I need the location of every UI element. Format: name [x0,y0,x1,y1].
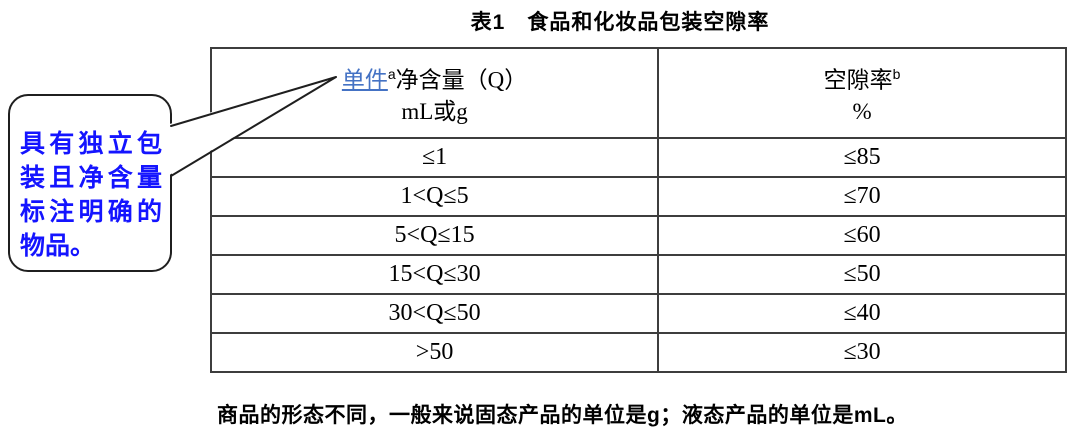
header-net-content-unit: mL或g [401,99,468,125]
table-cell: 30<Q≤50 [209,293,660,334]
table-cell: ≤60 [657,215,1067,256]
table-cell: ≤70 [657,176,1067,217]
table-cell: ≤30 [657,332,1067,373]
header-net-content: 单件a净含量（Q） mL或g [209,47,660,139]
danjian-link[interactable]: 单件 [341,67,388,93]
spec-table: 单件a净含量（Q） mL或g 空隙率b% ≤1 ≤85 1<Q≤5 ≤70 5<Q≤15 ≤… [209,47,1067,373]
page-title: 表1 食品和化妆品包装空隙率 [470,11,770,34]
header-row: 单件a净含量（Q） mL或g 空隙率b% [209,47,1067,139]
footnote-a-marker: a [387,65,396,82]
footnote-end: 。 [886,403,908,427]
callout-bubble: 具有独立包装且净含量标注明确的物品。 [8,94,172,272]
table-cell: 15<Q≤30 [209,254,660,295]
table-row: 15<Q≤30 ≤50 [209,254,1067,295]
footnote-text: 商品的形态不同，一般来说固态产品的单位是g；液态产品的单位是mL。 [217,399,908,429]
footnote-b-marker: b [892,65,901,82]
table-row: 5<Q≤15 ≤60 [209,215,1067,256]
footnote-part1: 商品的形态不同，一般来说固态产品的单位是 [217,403,647,427]
header-net-content-label: 净含量（Q） [395,67,528,93]
footnote-part2: ；液态产品的单位是 [660,403,854,427]
footnote-unit-ml: mL [853,404,887,427]
header-void-ratio-unit: % [852,99,872,125]
table-cell: ≤1 [209,137,660,178]
table-cell: ≤85 [657,137,1067,178]
callout-text: 具有独立包装且净含量标注明确的物品。 [20,131,162,260]
header-void-ratio-label: 空隙率 [823,67,893,93]
header-void-ratio: 空隙率b% [657,47,1067,139]
table-row: >50 ≤30 [209,332,1067,373]
table-cell: >50 [209,332,660,373]
table-row: 1<Q≤5 ≤70 [209,176,1067,217]
table-cell: 5<Q≤15 [209,215,660,256]
footnote-unit-g: g [647,404,661,427]
table-cell: 1<Q≤5 [209,176,660,217]
table-row: 30<Q≤50 ≤40 [209,293,1067,334]
table-cell: ≤50 [657,254,1067,295]
table-row: ≤1 ≤85 [209,137,1067,178]
spec-table-body: ≤1 ≤85 1<Q≤5 ≤70 5<Q≤15 ≤60 15<Q≤30 ≤50 30<Q≤50 ≤… [209,137,1067,373]
table-cell: ≤40 [657,293,1067,334]
